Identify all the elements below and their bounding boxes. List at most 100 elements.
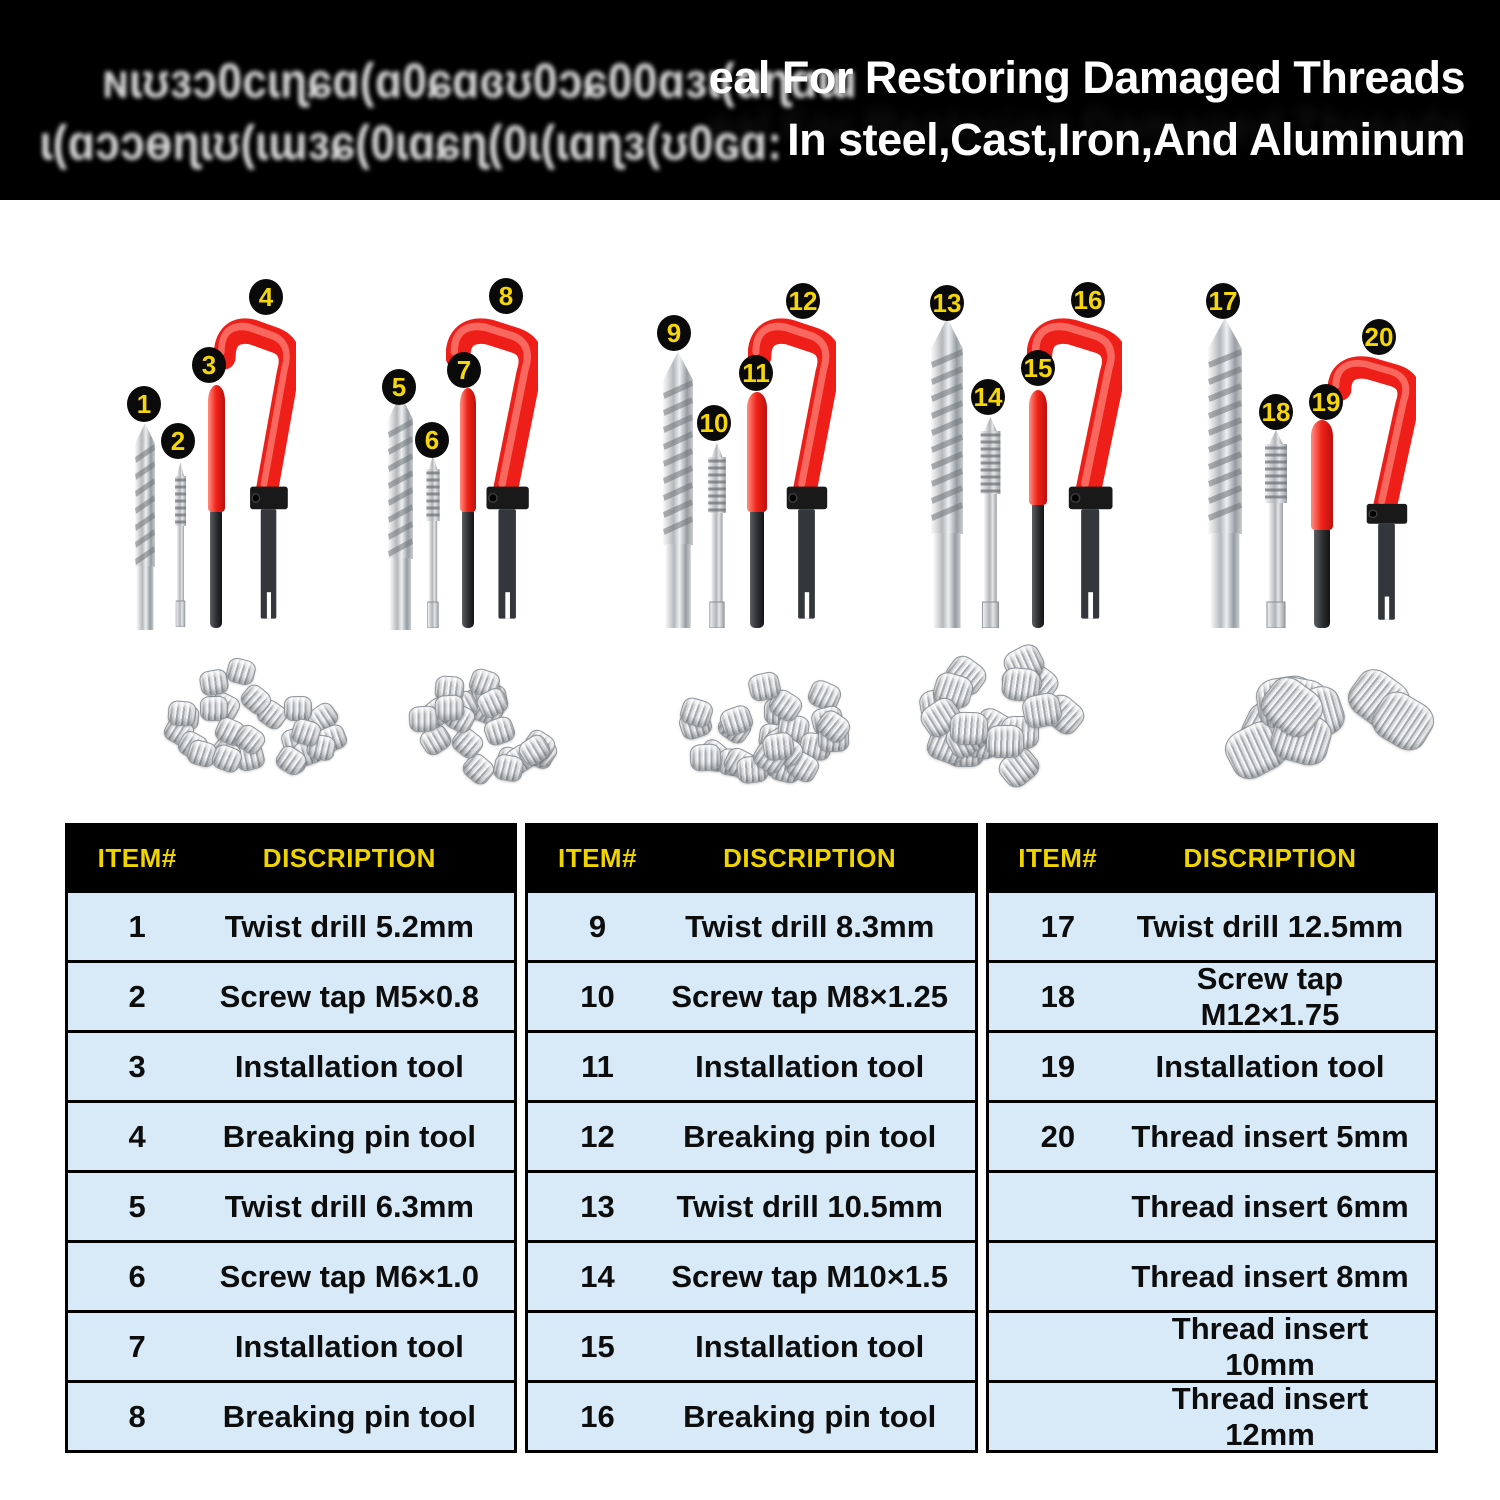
table-row: Thread insert 6mm [988,1170,1435,1240]
item-cell: 2 [128,978,146,1014]
item-badge: 6 [415,422,449,458]
table-row: 1 Twist drill 5.2mm [68,890,515,960]
headline-line1: eal For Restoring Damaged Threads [708,52,1466,103]
description-cell: Thread insert 12mm [1171,1380,1369,1452]
item-badge: 2 [161,423,195,459]
table-row: 6 Screw tap M6×1.0 [68,1240,515,1310]
table-row: 19 Installation tool [988,1030,1435,1100]
item-cell: 16 [580,1398,615,1434]
item-cell: 13 [580,1188,615,1224]
description-cell: Twist drill 8.3mm [685,908,935,944]
description-header-cell: DISCRIPTION [1183,842,1357,873]
table-header-row: ITEM# DISCRIPTION [988,826,1435,890]
item-cell: 8 [128,1398,146,1434]
description-cell: Installation tool [234,1328,464,1364]
item-header-cell: ITEM# [97,842,177,873]
description-header-cell: DISCRIPTION [262,842,436,873]
item-cell: 20 [1040,1118,1076,1154]
item-cell: 19 [1040,1048,1076,1084]
item-cell: 3 [128,1048,146,1084]
description-cell: Installation tool [695,1048,925,1084]
table-row: 17 Twist drill 12.5mm [988,890,1435,960]
garbled-text-line2: ɩ(ɑɔɔɵɳɩʊ(ɩɯɜɕ(0ɩɑɕɳ(0ɩ(ɩɑɳɜ(ʊ0ɢɑ: [40,116,783,171]
table-row: 7 Installation tool [68,1310,515,1380]
description-cell: Screw tap M8×1.25 [671,978,948,1014]
description-cell: Screw tap M5×0.8 [219,978,479,1014]
tool-group-4: 13 14 15 16 [915,282,1128,793]
description-cell: Thread insert 10mm [1171,1310,1369,1382]
description-cell: Screw tap M6×1.0 [219,1258,479,1294]
screw-tap-icon [705,443,729,633]
description-cell: Installation tool [234,1048,464,1084]
table-column-2: ITEM# DISCRIPTION 9 Twist drill 8.3mm 10 Scre… [525,823,978,1453]
table-row: 3 Installation tool [68,1030,515,1100]
item-cell: 11 [581,1048,614,1084]
banner: ɴɩʊɜɔ0cɩɳɕɑ(ɑ0ɕɑɞʊ0ɔɕ00ɑɜɩ(ɑɳɑɯ ɩ(ɑɔɔɵɳɩ… [0,0,1500,200]
table-row: 20 Thread insert 5mm [988,1100,1435,1170]
headline-line2: In steel,Cast,Iron,And Aluminum [787,114,1465,165]
item-badge: 12 [786,283,820,319]
item-badge: 15 [1021,350,1055,386]
item-badge: 3 [192,347,226,383]
table-row: Thread insert 12mm [988,1380,1435,1452]
table-column-3: ITEM# DISCRIPTION 17 Twist drill 12.5mm 18 Sc… [985,823,1438,1453]
item-cell: 14 [580,1258,615,1294]
description-cell: Thread insert 8mm [1131,1258,1409,1294]
item-badge: 8 [489,278,523,314]
description-cell: Breaking pin tool [222,1118,476,1154]
description-cell: Screw tap M10×1.5 [671,1258,948,1294]
description-header-cell: DISCRIPTION [723,842,897,873]
item-cell: 18 [1040,978,1076,1014]
table-row: 4 Breaking pin tool [68,1100,515,1170]
installation-tool-shaft [1314,528,1330,628]
item-cell: 7 [128,1328,146,1364]
tool-group-2: 5 6 7 8 [382,278,561,788]
installation-tool-shaft [209,510,223,628]
table-row: 16 Breaking pin tool [528,1380,975,1450]
item-badge: 17 [1206,283,1240,319]
description-cell: Breaking pin tool [683,1398,937,1434]
installation-tool-shaft [1031,503,1045,628]
description-cell: Thread insert 5mm [1131,1118,1409,1154]
installation-tool-handle [747,392,767,512]
screw-tap-icon [173,462,188,632]
description-cell: Breaking pin tool [683,1118,937,1154]
item-cell: 6 [128,1258,146,1294]
description-cell: Twist drill 10.5mm [676,1188,943,1224]
item-badge: 9 [657,315,691,351]
twist-drill-icon [1208,318,1242,633]
item-badge: 11 [739,355,773,391]
item-cell: 15 [580,1328,615,1364]
garbled-text-line1: ɴɩʊɜɔ0cɩɳɕɑ(ɑ0ɕɑɞʊ0ɔɕ00ɑɜɩ(ɑɳɑɯ [102,54,858,109]
breaking-pin-tool-icon [213,317,301,633]
table-row: 2 Screw tap M5×0.8 [68,960,515,1030]
item-badge: 10 [697,405,731,441]
description-cell: Installation tool [695,1328,925,1364]
table-row: Thread insert 10mm [988,1310,1435,1382]
installation-tool-handle [1311,420,1333,530]
item-badge: 16 [1071,282,1105,318]
item-badge: 20 [1362,319,1396,355]
description-cell: Breaking pin tool [222,1398,476,1434]
item-badge: 18 [1259,394,1293,430]
item-badge: 1 [127,386,161,422]
description-cell: Twist drill 12.5mm [1136,908,1404,944]
item-cell: 10 [580,978,615,1014]
twist-drill-icon [135,423,155,635]
description-cell: Twist drill 6.3mm [224,1188,474,1224]
breaking-pin-tool-icon [1327,355,1422,633]
breaking-pin-tool-icon [747,317,842,633]
table-header-row: ITEM# DISCRIPTION [68,826,515,890]
item-cell: 9 [588,908,607,944]
description-cell: Twist drill 5.2mm [224,908,474,944]
description-cell: Installation tool [1155,1048,1385,1084]
spec-table: ITEM# DISCRIPTION 1 Twist drill 5.2mm 2 Screw… [65,823,1438,1453]
item-header-cell: ITEM# [1018,842,1098,873]
installation-tool-shaft [462,510,474,628]
item-badge: 19 [1309,384,1343,420]
item-badge: 7 [447,352,481,388]
table-row: 11 Installation tool [528,1030,975,1100]
table-row: 12 Breaking pin tool [528,1100,975,1170]
table-row: 8 Breaking pin tool [68,1380,515,1450]
